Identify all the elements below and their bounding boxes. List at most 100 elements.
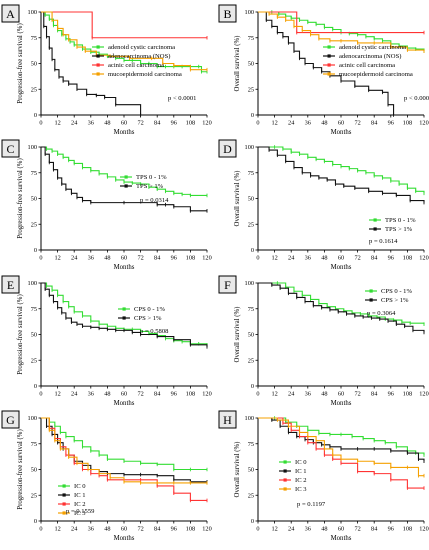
panel-D: D 0 12 24 36 48 60 72 84 96 108 120 0 25 50 75 100 Months…: [218, 139, 429, 271]
y-tick-label: 25: [248, 86, 254, 93]
p-value: p = 0.0314: [140, 197, 169, 204]
x-tick-label: 60: [338, 255, 344, 262]
legend-label: mucoepidermoid carcinoma: [339, 71, 413, 78]
x-tick-label: 0: [256, 391, 259, 398]
x-tick-label: 108: [186, 391, 195, 398]
panel-label: D: [223, 142, 232, 156]
y-tick-label: 75: [248, 441, 254, 448]
x-tick-label: 36: [88, 120, 94, 127]
x-tick-label: 108: [186, 120, 195, 127]
y-tick-label: 50: [248, 61, 254, 68]
x-tick-label: 36: [305, 255, 311, 262]
panel-label-box: [1, 4, 20, 23]
y-tick-label: 75: [31, 35, 37, 42]
legend-label: CPS 0 - 1%: [134, 306, 165, 313]
x-tick-label: 24: [71, 120, 78, 127]
y-tick-label: 0: [34, 247, 37, 254]
p-value: p = 0.3064: [367, 310, 396, 317]
x-tick-label: 24: [288, 255, 295, 262]
x-tick-label: 108: [403, 255, 412, 262]
y-tick-label: 50: [248, 196, 254, 203]
x-tick-label: 36: [305, 120, 311, 127]
x-tick-label: 84: [154, 391, 161, 398]
p-value: p < 0.0001: [168, 95, 196, 102]
x-tick-label: 48: [104, 391, 110, 398]
x-tick-label: 96: [171, 120, 177, 127]
legend-label: mucoepidermoid carcinoma: [108, 71, 182, 78]
legend-label: TPS 0 - 1%: [136, 174, 167, 181]
legend-marker: [327, 45, 331, 49]
legend-label: IC 1: [74, 492, 86, 499]
x-tick-label: 12: [271, 526, 277, 533]
series-line-3: [41, 417, 207, 501]
legend-marker: [124, 184, 128, 188]
y-axis-label: Progression-free survival (%): [17, 23, 24, 103]
x-tick-label: 12: [54, 526, 60, 533]
x-tick-label: 0: [39, 526, 42, 533]
x-tick-label: 72: [137, 391, 143, 398]
y-tick-label: 25: [31, 492, 37, 499]
x-tick-label: 24: [288, 120, 295, 127]
series-line-4: [41, 11, 207, 71]
legend-label: adenoid cystic carcinoma: [339, 44, 406, 51]
x-tick-label: 72: [354, 120, 360, 127]
x-tick-label: 96: [171, 255, 177, 262]
x-tick-label: 96: [388, 526, 394, 533]
series-line-2: [258, 146, 425, 203]
legend-label: IC 2: [74, 501, 86, 508]
x-tick-label: 108: [403, 120, 412, 127]
x-tick-label: 12: [54, 391, 60, 398]
series-line-1: [258, 282, 425, 325]
series-line-1: [41, 146, 207, 196]
x-tick-label: 120: [419, 391, 428, 398]
legend-label: adenocarcinoma (NOS): [108, 53, 170, 60]
legend-marker: [373, 218, 377, 222]
legend-marker: [96, 63, 100, 67]
series-line-3: [258, 11, 424, 34]
y-tick-label: 0: [251, 518, 254, 525]
panel-label: A: [6, 7, 15, 21]
legend-marker: [369, 289, 373, 293]
x-tick-label: 108: [403, 391, 412, 398]
y-tick-label: 0: [34, 518, 37, 525]
panel-label: B: [223, 7, 231, 21]
x-tick-label: 24: [71, 391, 78, 398]
legend-marker: [373, 227, 377, 231]
p-value: p = 0.1559: [66, 508, 95, 515]
x-tick-label: 12: [54, 255, 60, 262]
x-tick-label: 48: [104, 526, 110, 533]
x-tick-label: 12: [271, 120, 277, 127]
panel-label-box: [218, 4, 237, 23]
y-axis-label: Progression-free survival (%): [17, 158, 24, 238]
y-tick-label: 100: [245, 144, 254, 151]
legend-label: adenoid cystic carcinoma: [108, 44, 175, 51]
x-axis-label: Months: [114, 129, 135, 136]
legend-label: adenocarcinoma (NOS): [339, 53, 401, 60]
series-line-2: [258, 11, 395, 115]
panel-label: F: [224, 278, 231, 292]
panel-label-box: [218, 139, 237, 158]
panel-H: H 0 12 24 36 48 60 72 84 96 108 120 0 25 50 75 100 Months…: [218, 410, 429, 542]
x-tick-label: 0: [256, 255, 259, 262]
y-tick-label: 100: [28, 9, 37, 16]
y-axis-label: Overall survival (%): [234, 171, 241, 227]
y-tick-label: 25: [248, 357, 254, 364]
panel-label-box: [1, 275, 20, 294]
y-tick-label: 50: [31, 332, 37, 339]
y-tick-label: 100: [28, 144, 37, 151]
x-tick-label: 48: [321, 391, 327, 398]
x-tick-label: 72: [137, 255, 143, 262]
legend-marker: [327, 54, 331, 58]
panel-E: E 0 12 24 36 48 60 72 84 96 108 120 0 25 50 75 100 Months…: [1, 275, 212, 407]
x-tick-label: 36: [88, 255, 94, 262]
y-axis-label: Progression-free survival (%): [17, 429, 24, 509]
y-tick-label: 0: [251, 247, 254, 254]
x-tick-label: 36: [305, 526, 311, 533]
legend-label: TPS > 1%: [385, 226, 413, 233]
series-line-2: [41, 146, 207, 212]
x-axis-label: Months: [331, 264, 352, 271]
legend-label: IC 1: [295, 468, 307, 475]
y-tick-label: 75: [31, 441, 37, 448]
y-tick-label: 100: [245, 415, 254, 422]
y-tick-label: 75: [31, 306, 37, 313]
